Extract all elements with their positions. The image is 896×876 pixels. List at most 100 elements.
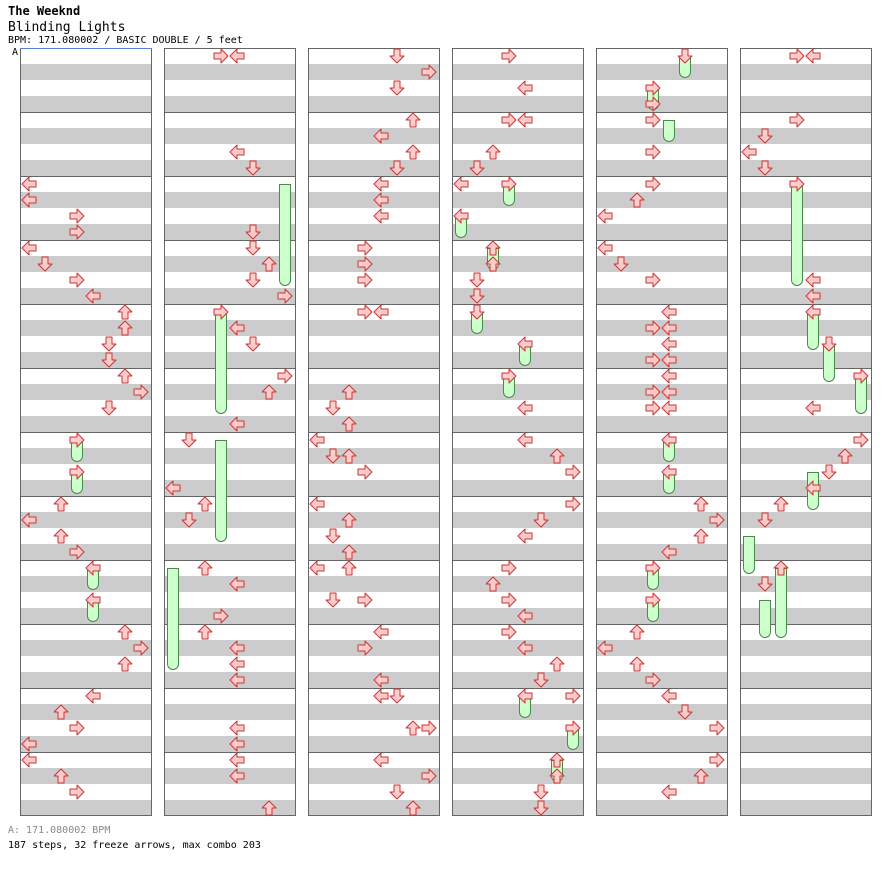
- step-arrow-right-icon: [565, 688, 581, 704]
- step-arrow-right-icon: [421, 768, 437, 784]
- step-arrow-right-icon: [421, 64, 437, 80]
- step-arrow-left-icon: [453, 208, 469, 224]
- step-arrow-down-icon: [101, 336, 117, 352]
- measure-line: [453, 815, 583, 816]
- measure-line: [309, 624, 439, 625]
- step-arrow-up-icon: [405, 720, 421, 736]
- step-arrow-left-icon: [229, 640, 245, 656]
- step-arrow-up-icon: [117, 624, 133, 640]
- measure-line: [741, 176, 871, 177]
- step-arrow-left-icon: [805, 288, 821, 304]
- measure-line: [597, 368, 727, 369]
- measure-line: [453, 304, 583, 305]
- measure-line: [741, 752, 871, 753]
- measure-line: [165, 496, 295, 497]
- step-arrow-right-icon: [645, 560, 661, 576]
- step-arrow-right-icon: [501, 112, 517, 128]
- measure-line: [309, 688, 439, 689]
- step-arrow-down-icon: [677, 48, 693, 64]
- measure-line: [165, 48, 295, 49]
- step-arrow-right-icon: [357, 464, 373, 480]
- step-arrow-up-icon: [117, 304, 133, 320]
- step-arrow-right-icon: [277, 288, 293, 304]
- step-arrow-down-icon: [469, 160, 485, 176]
- step-arrow-up-icon: [837, 448, 853, 464]
- measure-line: [453, 112, 583, 113]
- measure-line: [597, 432, 727, 433]
- freeze-arrow: [663, 120, 675, 142]
- step-arrow-down-icon: [245, 240, 261, 256]
- chart-column-1: [20, 48, 152, 816]
- step-arrow-up-icon: [261, 256, 277, 272]
- measure-line: [741, 112, 871, 113]
- step-arrow-up-icon: [693, 768, 709, 784]
- step-arrow-left-icon: [661, 464, 677, 480]
- step-arrow-left-icon: [661, 400, 677, 416]
- measure-line: [453, 368, 583, 369]
- step-arrow-left-icon: [517, 112, 533, 128]
- measure-line: [21, 560, 151, 561]
- bpm-summary: A: 171.080002 BPM: [8, 825, 111, 836]
- step-arrow-left-icon: [229, 144, 245, 160]
- measure-line: [21, 240, 151, 241]
- step-arrow-left-icon: [597, 640, 613, 656]
- step-arrow-right-icon: [645, 96, 661, 112]
- step-arrow-right-icon: [69, 432, 85, 448]
- step-arrow-up-icon: [117, 320, 133, 336]
- step-arrow-up-icon: [693, 496, 709, 512]
- measure-line: [309, 432, 439, 433]
- step-arrow-down-icon: [677, 704, 693, 720]
- measure-line: [597, 304, 727, 305]
- measure-line: [165, 688, 295, 689]
- step-arrow-left-icon: [229, 416, 245, 432]
- step-arrow-down-icon: [533, 672, 549, 688]
- step-arrow-right-icon: [645, 112, 661, 128]
- step-arrow-left-icon: [373, 624, 389, 640]
- step-arrow-up-icon: [629, 656, 645, 672]
- step-arrow-right-icon: [645, 592, 661, 608]
- step-arrow-right-icon: [357, 592, 373, 608]
- freeze-arrow: [215, 312, 227, 414]
- freeze-arrow: [279, 184, 291, 286]
- step-arrow-left-icon: [373, 672, 389, 688]
- step-arrow-up-icon: [405, 112, 421, 128]
- step-arrow-left-icon: [597, 208, 613, 224]
- step-arrow-right-icon: [645, 176, 661, 192]
- step-arrow-left-icon: [229, 672, 245, 688]
- step-arrow-left-icon: [517, 608, 533, 624]
- measure-line: [453, 752, 583, 753]
- step-arrow-right-icon: [789, 48, 805, 64]
- step-arrow-right-icon: [565, 464, 581, 480]
- step-arrow-down-icon: [101, 400, 117, 416]
- step-arrow-left-icon: [373, 304, 389, 320]
- measure-line: [741, 304, 871, 305]
- measure-line: [309, 560, 439, 561]
- step-arrow-left-icon: [21, 192, 37, 208]
- step-arrow-left-icon: [517, 80, 533, 96]
- step-arrow-up-icon: [117, 368, 133, 384]
- step-arrow-right-icon: [69, 272, 85, 288]
- step-summary: 187 steps, 32 freeze arrows, max combo 2…: [8, 840, 261, 851]
- step-arrow-right-icon: [501, 368, 517, 384]
- measure-line: [165, 368, 295, 369]
- freeze-arrow: [775, 568, 787, 638]
- step-arrow-down-icon: [821, 464, 837, 480]
- step-arrow-down-icon: [325, 400, 341, 416]
- measure-line: [309, 752, 439, 753]
- step-arrow-left-icon: [373, 752, 389, 768]
- step-arrow-down-icon: [757, 128, 773, 144]
- step-arrow-left-icon: [21, 176, 37, 192]
- step-arrow-up-icon: [549, 448, 565, 464]
- measure-line: [453, 176, 583, 177]
- step-arrow-left-icon: [517, 432, 533, 448]
- step-arrow-up-icon: [197, 496, 213, 512]
- step-arrow-left-icon: [309, 496, 325, 512]
- measure-line: [597, 112, 727, 113]
- step-arrow-right-icon: [213, 608, 229, 624]
- measure-line: [741, 815, 871, 816]
- step-arrow-up-icon: [629, 192, 645, 208]
- step-arrow-left-icon: [21, 736, 37, 752]
- step-arrow-right-icon: [645, 352, 661, 368]
- measure-line: [21, 112, 151, 113]
- measure-line: [741, 624, 871, 625]
